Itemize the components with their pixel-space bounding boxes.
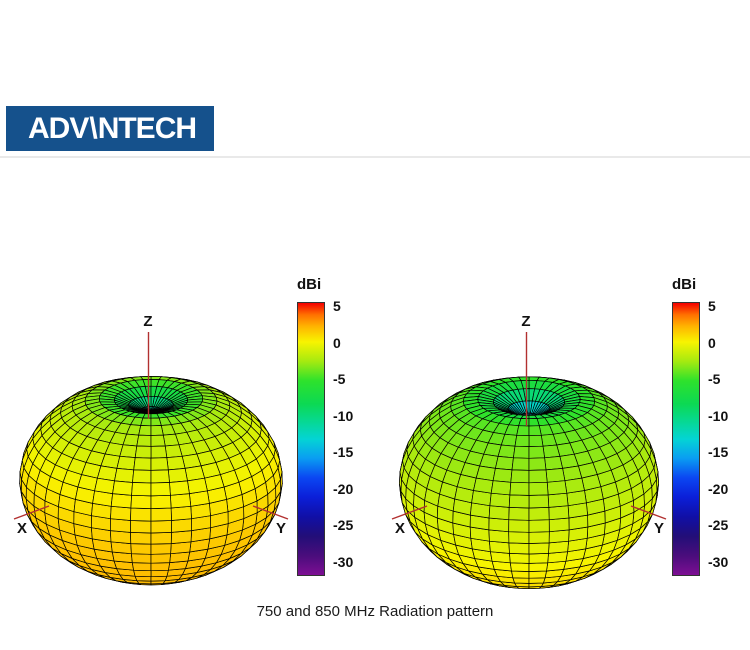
x-axis-line [13,505,50,520]
colorbar-tick-label: 0 [333,334,341,351]
colorbar-tick-label: -25 [708,517,729,534]
radiation-surface-mesh [399,376,659,589]
colorbar-tick-label: -15 [708,444,729,461]
colorbar-tick-label: -5 [708,371,721,388]
colorbar-tick-label: 5 [333,298,341,314]
colorbar-gradient [297,302,325,576]
colorbar-tick-label: -25 [333,517,354,534]
figure-caption: 750 and 850 MHz Radiation pattern [256,603,494,620]
colorbar-tick-label: -15 [333,444,354,461]
colorbar-850mhz: dBi 5 0 -5 -10 -15 -20 -25 -30 [672,276,750,586]
header-divider [0,156,750,158]
colorbar-tick-label: 5 [708,298,716,314]
colorbar-unit-label: dBi [672,276,697,293]
y-axis-line [630,505,667,520]
advantech-logo: ADV \ NTECH [6,106,214,151]
colorbar-tick-label: -20 [333,480,354,497]
y-axis-label: Y [276,520,286,537]
x-axis-line [391,505,428,520]
colorbar-tick-label: -20 [708,480,729,497]
colorbar-gradient [672,302,700,576]
logo-v-mark: \ [89,112,97,145]
colorbar-tick-label: -10 [708,407,729,424]
colorbar-tick-label: 0 [708,334,716,351]
logo-text-pre: ADV [28,112,89,145]
colorbar-tick-label: -10 [333,407,354,424]
y-axis-line [252,505,289,520]
colorbar-tick-label: -30 [708,554,729,570]
colorbar-750mhz: dBi 5 0 -5 -10 -15 -20 -25 -30 [297,276,387,586]
colorbar-tick-label: -30 [333,554,354,570]
colorbar-unit-label: dBi [297,276,322,293]
z-axis-label: Z [143,313,152,330]
x-axis-label: X [17,520,27,537]
z-axis-label: Z [521,313,530,330]
radiation-plot-850mhz: Z X Y [391,313,667,589]
y-axis-label: Y [654,520,664,537]
logo-text-post: NTECH [97,112,197,145]
radiation-surface-mesh [19,376,283,586]
colorbar-tick-label: -5 [333,371,346,388]
radiation-plot-750mhz: Z X Y [13,313,289,586]
x-axis-label: X [395,520,405,537]
